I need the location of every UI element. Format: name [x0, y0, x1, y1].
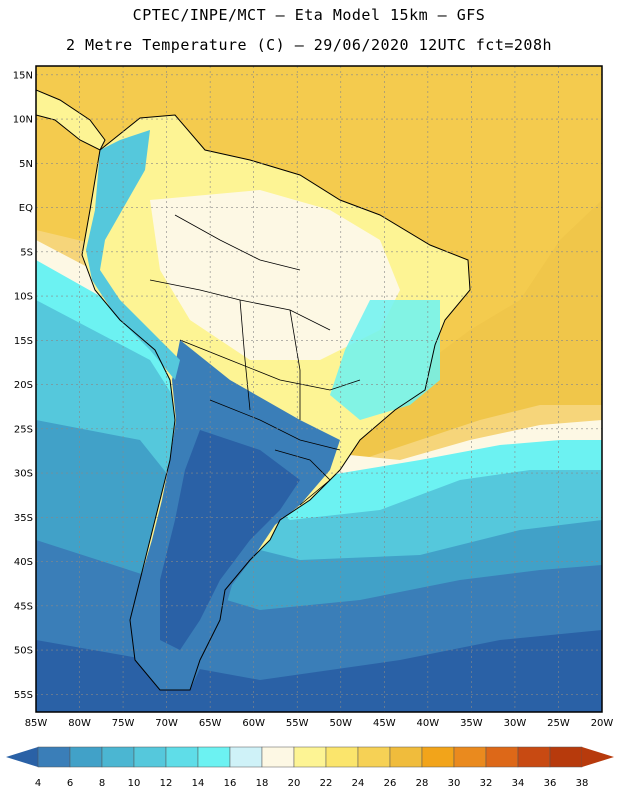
- colorbar-swatch: [133, 746, 167, 768]
- lat-tick-label: 40S: [14, 557, 33, 568]
- colorbar-swatch: [261, 746, 295, 768]
- patagonia-cold: [160, 430, 300, 650]
- lat-tick-label: EQ: [19, 203, 33, 214]
- colorbar-swatch: [549, 746, 583, 768]
- colorbar-label: 6: [67, 778, 73, 789]
- colorbar-swatch: [197, 746, 231, 768]
- lon-tick-label: 65W: [199, 718, 222, 729]
- lat-tick-label: 30S: [14, 469, 33, 480]
- colorbar-label: 8: [99, 778, 105, 789]
- lat-tick-label: 45S: [14, 601, 33, 612]
- lon-tick-label: 45W: [373, 718, 396, 729]
- colorbar-swatch: [389, 746, 423, 768]
- lat-tick-label: 5S: [20, 247, 33, 258]
- chart-title: CPTEC/INPE/MCT – Eta Model 15km – GFS: [132, 6, 486, 24]
- lon-tick-label: 30W: [504, 718, 527, 729]
- lat-tick-label: 10N: [13, 115, 33, 126]
- colorbar-label: 36: [544, 778, 557, 789]
- lon-tick-label: 20W: [591, 718, 614, 729]
- colorbar-swatch: [69, 746, 103, 768]
- coastline: [81, 114, 471, 691]
- longitude-labels: 85W 80W 75W 70W 65W 60W 55W 50W 45W 40W 35W 30W 25W 2…: [25, 718, 614, 729]
- amazon-interior: [150, 190, 400, 360]
- graticule: [35, 66, 603, 712]
- lat-tick-label: 25S: [14, 424, 33, 435]
- lat-tick-label: 20S: [14, 380, 33, 391]
- colorbar-swatch: [325, 746, 359, 768]
- lon-tick-label: 80W: [68, 718, 91, 729]
- colorbar-label: 10: [128, 778, 141, 789]
- chart-subtitle: 2 Metre Temperature (C) – 29/06/2020 12U…: [65, 36, 553, 54]
- colorbar-swatch: [101, 746, 135, 768]
- latitude-labels: 15N 10N 5N EQ 5S 10S 15S 20S 25S 30S 35S 40S 45S 50S 5…: [13, 70, 33, 700]
- colorbar-label: 24: [352, 778, 365, 789]
- colorbar-swatch: [229, 746, 263, 768]
- colorbar-swatch: [485, 746, 519, 768]
- lon-tick-label: 55W: [286, 718, 309, 729]
- colorbar-swatch: [37, 746, 71, 768]
- colorbar-swatch: [453, 746, 487, 768]
- central-america: [36, 90, 105, 150]
- colorbar-labels: 4 6 8 10 12 14 16 18 20 22 24 26 28 30 32 34 36 38: [35, 778, 589, 789]
- colorbar: 4 6 8 10 12 14 16 18 20 22 24 26 28 30 32 34 36 38: [6, 746, 614, 789]
- colorbar-label: 16: [224, 778, 237, 789]
- lat-tick-label: 50S: [14, 646, 33, 657]
- colorbar-label: 38: [576, 778, 589, 789]
- lat-tick-label: 10S: [14, 292, 33, 303]
- lat-tick-label: 5N: [19, 159, 33, 170]
- map-frame: [35, 65, 603, 713]
- colorbar-label: 30: [448, 778, 461, 789]
- lon-tick-label: 25W: [547, 718, 570, 729]
- colorbar-right-arrow: [582, 747, 614, 767]
- lat-tick-label: 55S: [14, 690, 33, 701]
- colorbar-swatch: [165, 746, 199, 768]
- lon-tick-label: 35W: [460, 718, 483, 729]
- lat-tick-label: 15N: [13, 70, 33, 81]
- map-field: [36, 66, 602, 712]
- country-borders: [149, 214, 361, 506]
- lon-tick-label: 70W: [155, 718, 178, 729]
- colorbar-swatch: [293, 746, 327, 768]
- colorbar-label: 4: [35, 778, 41, 789]
- coldest-band: [36, 630, 602, 712]
- eastern-highlands: [330, 300, 440, 420]
- lon-tick-label: 75W: [112, 718, 135, 729]
- colorbar-label: 18: [256, 778, 269, 789]
- lon-tick-label: 50W: [329, 718, 352, 729]
- lon-tick-label: 85W: [25, 718, 48, 729]
- colorbar-label: 32: [480, 778, 493, 789]
- colorbar-swatch: [421, 746, 455, 768]
- temperature-map: 15N 10N 5N EQ 5S 10S 15S 20S 25S 30S 35S 40S 45S 50S 5…: [13, 65, 614, 729]
- colorbar-label: 22: [320, 778, 333, 789]
- colorbar-label: 26: [384, 778, 397, 789]
- colorbar-swatch: [517, 746, 551, 768]
- colorbar-left-arrow: [6, 747, 38, 767]
- lat-tick-label: 15S: [14, 336, 33, 347]
- lon-tick-label: 40W: [417, 718, 440, 729]
- central-america-coast: [36, 89, 106, 151]
- colorbar-label: 34: [512, 778, 525, 789]
- lon-tick-label: 60W: [242, 718, 265, 729]
- colorbar-label: 28: [416, 778, 429, 789]
- colorbar-swatch: [357, 746, 391, 768]
- colorbar-swatches: [37, 746, 583, 768]
- colorbar-label: 12: [160, 778, 173, 789]
- lat-tick-label: 35S: [14, 513, 33, 524]
- colorbar-label: 14: [192, 778, 205, 789]
- colorbar-label: 20: [288, 778, 301, 789]
- andes-cold: [86, 130, 180, 380]
